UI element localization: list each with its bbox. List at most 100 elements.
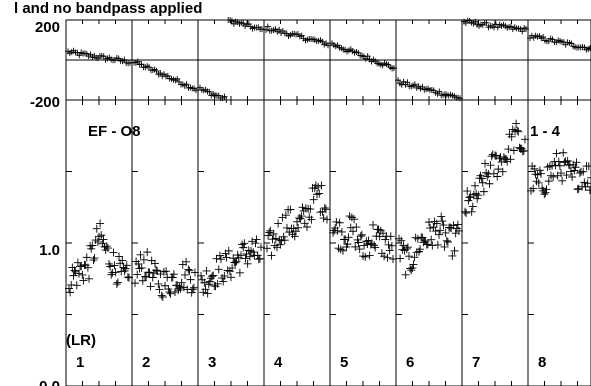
- amplitude-point: [428, 241, 437, 250]
- phase-ytick-200: 200: [35, 19, 60, 36]
- amplitude-point: [131, 279, 139, 288]
- amplitude-point: [385, 246, 394, 255]
- amplitude-point: [466, 192, 475, 201]
- amplitude-point: [241, 254, 250, 263]
- amplitude-point: [93, 237, 102, 246]
- amplitude-point: [214, 265, 223, 274]
- amplitude-point: [184, 265, 193, 274]
- amplitude-point: [563, 156, 572, 165]
- antenna-label-7: 7: [472, 354, 480, 371]
- amplitude-point: [419, 238, 428, 247]
- amplitude-point: [91, 236, 100, 245]
- amplitude-point: [251, 239, 260, 248]
- amplitude-point: [486, 161, 495, 170]
- amplitude-point: [78, 270, 87, 279]
- amplitude-point: [205, 277, 214, 286]
- amplitude-point: [369, 220, 377, 229]
- amplitude-point: [400, 246, 409, 255]
- amplitude-point: [479, 187, 488, 196]
- amplitude-point: [508, 125, 517, 134]
- amplitude-point: [347, 213, 356, 222]
- amplitude-point: [136, 250, 145, 259]
- amplitude-point: [265, 228, 274, 237]
- phase-point: [146, 64, 153, 71]
- amplitude-point: [374, 225, 383, 234]
- amplitude-point: [103, 244, 112, 253]
- amplitude-point: [467, 207, 476, 216]
- amplitude-point: [552, 149, 561, 158]
- amplitude-point: [99, 235, 108, 244]
- phase-point: [100, 53, 107, 60]
- amplitude-point: [416, 245, 425, 254]
- amplitude-point: [446, 223, 455, 232]
- polarization-label: (LR): [66, 332, 96, 349]
- amplitude-point: [320, 203, 329, 212]
- amplitude-point: [380, 252, 389, 261]
- amplitude-point: [79, 276, 88, 285]
- phase-point: [134, 58, 141, 65]
- amplitude-point: [92, 224, 101, 233]
- amplitude-point: [504, 145, 513, 154]
- amplitude-point: [115, 252, 123, 261]
- amplitude-point: [157, 291, 166, 300]
- amplitude-point: [533, 170, 542, 179]
- amplitude-point: [314, 182, 323, 191]
- amplitude-point: [274, 219, 283, 228]
- amplitude-point: [215, 251, 224, 260]
- scan-label: 1 - 4: [530, 123, 561, 140]
- amplitude-point: [365, 251, 374, 260]
- amplitude-point: [239, 243, 248, 252]
- amplitude-point: [209, 271, 218, 280]
- amplitude-point: [277, 236, 286, 245]
- amplitude-point: [451, 229, 460, 238]
- amplitude-point: [433, 240, 442, 249]
- phase-point: [206, 88, 213, 95]
- amplitude-point: [240, 239, 249, 248]
- amplitude-point: [200, 278, 209, 287]
- amplitude-point: [332, 217, 341, 226]
- amplitude-point: [171, 287, 179, 296]
- amplitude-point: [441, 228, 450, 237]
- phase-point: [411, 81, 418, 88]
- amplitude-point: [227, 273, 235, 282]
- amplitude-ytick-1: 1.0: [39, 242, 60, 259]
- amplitude-point: [182, 257, 191, 266]
- phase-series: [65, 17, 591, 103]
- amplitude-ytick-0: 0.0: [39, 378, 60, 386]
- amplitude-point: [245, 252, 254, 261]
- amplitude-point: [558, 176, 567, 185]
- amplitude-point: [350, 215, 359, 224]
- amplitude-point: [344, 233, 353, 242]
- amplitude-point: [535, 166, 544, 175]
- amplitude-point: [570, 166, 579, 175]
- amplitude-point: [137, 263, 146, 272]
- amplitude-point: [102, 242, 111, 251]
- amplitude-point: [146, 282, 155, 291]
- amplitude-point: [425, 218, 433, 227]
- phase-point: [483, 19, 490, 26]
- amplitude-point: [560, 158, 569, 167]
- amplitude-point: [71, 267, 80, 276]
- antenna-labels: 1 2 3 4 5 6 7 8: [76, 354, 546, 371]
- amplitude-point: [427, 235, 436, 244]
- amplitude-point: [77, 262, 86, 271]
- amplitude-point: [549, 172, 558, 181]
- amplitude-point: [453, 220, 462, 229]
- amplitude-point: [450, 246, 459, 255]
- amplitude-point: [521, 135, 529, 144]
- amplitude-point: [135, 264, 144, 273]
- amplitude-point: [381, 235, 390, 244]
- amplitude-point: [235, 268, 244, 277]
- amplitude-point: [70, 266, 79, 275]
- amplitude-point: [401, 270, 410, 279]
- amplitude-point: [571, 163, 580, 172]
- amplitude-point: [354, 238, 363, 247]
- amplitude-point: [567, 167, 575, 176]
- amplitude-point: [473, 194, 482, 203]
- amplitude-point: [343, 240, 352, 249]
- amplitude-point: [333, 226, 342, 235]
- antenna-label-1: 1: [76, 354, 84, 371]
- amplitude-point: [413, 234, 422, 243]
- amplitude-point: [120, 266, 129, 275]
- amplitude-point: [231, 258, 240, 267]
